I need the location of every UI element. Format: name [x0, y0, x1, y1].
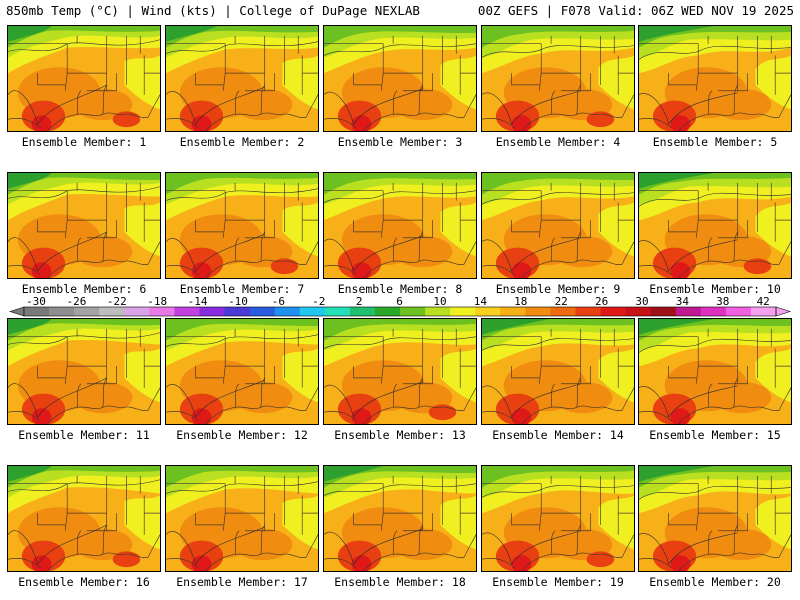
colorbar-swatch: [199, 307, 226, 316]
colorbar-swatch: [374, 307, 401, 316]
ensemble-member-map: [7, 465, 161, 572]
colorbar-swatch: [349, 307, 376, 316]
ensemble-member-map: [165, 465, 319, 572]
ensemble-member-map: [481, 172, 635, 279]
title-right: 00Z GEFS | F078 Valid: 06Z WED NOV 19 20…: [477, 3, 794, 18]
colorbar-swatch: [600, 307, 627, 316]
colorbar-swatch: [625, 307, 652, 316]
ensemble-member-label: Ensemble Member: 12: [176, 428, 308, 442]
colorbar-swatch: [450, 307, 476, 316]
colorbar-tick-label: -22: [107, 295, 127, 308]
colorbar-tick-label: 26: [595, 295, 608, 308]
colorbar-swatch: [24, 307, 50, 316]
colorbar-swatch: [700, 307, 727, 316]
ensemble-member-map: [638, 25, 792, 132]
colorbar-tick-label: 38: [716, 295, 729, 308]
ensemble-member-label: Ensemble Member: 16: [18, 575, 150, 589]
colorbar-tick-label: -2: [312, 295, 325, 308]
colorbar-swatch: [525, 307, 551, 316]
temperature-colorbar: -30 -26 -22 -18 -14 -10 -6 -2 2 6 10 14 18 22 26 30 34 38…: [6, 295, 794, 319]
ensemble-member-label: Ensemble Member: 6: [21, 282, 147, 296]
ensemble-member-label: Ensemble Member: 9: [495, 282, 621, 296]
colorbar-tick-label: 22: [555, 295, 568, 308]
ensemble-member-label: Ensemble Member: 4: [495, 135, 621, 149]
colorbar-tick-label: -30: [26, 295, 46, 308]
colorbar-tick-label: -26: [66, 295, 86, 308]
ensemble-member-map: [165, 25, 319, 132]
colorbar-swatch: [750, 307, 777, 316]
colorbar-tick-label: 30: [635, 295, 648, 308]
colorbar-tick-label: 34: [676, 295, 690, 308]
ensemble-member-label: Ensemble Member: 1: [21, 135, 147, 149]
ensemble-member-map: [638, 172, 792, 279]
ensemble-member-label: Ensemble Member: 3: [337, 135, 463, 149]
colorbar-tick-label: -14: [188, 295, 208, 308]
ensemble-member-label: Ensemble Member: 17: [176, 575, 308, 589]
colorbar-swatch: [425, 307, 451, 316]
ensemble-member-map: [165, 318, 319, 425]
colorbar-tick-label: 10: [433, 295, 446, 308]
colorbar-swatch: [224, 307, 251, 316]
colorbar-tick-label: -10: [228, 295, 248, 308]
ensemble-member-label: Ensemble Member: 19: [492, 575, 624, 589]
ensemble-member-map: [638, 465, 792, 572]
ensemble-member-map: [638, 318, 792, 425]
ensemble-member-map: [7, 318, 161, 425]
colorbar-swatch: [49, 307, 75, 316]
colorbar-tick-label: 18: [514, 295, 527, 308]
ensemble-member-map: [323, 465, 477, 572]
colorbar-left-arrow: [9, 306, 25, 317]
colorbar-tick-label: 14: [474, 295, 488, 308]
colorbar-swatch: [149, 307, 175, 316]
ensemble-member-label: Ensemble Member: 13: [334, 428, 466, 442]
colorbar-swatch: [99, 307, 125, 316]
colorbar-tick-label: 6: [396, 295, 403, 308]
ensemble-member-label: Ensemble Member: 20: [649, 575, 781, 589]
ensemble-member-map: [481, 318, 635, 425]
colorbar-swatch: [650, 307, 677, 316]
colorbar-tick-label: 42: [757, 295, 770, 308]
colorbar-swatch: [500, 307, 526, 316]
colorbar-swatch: [400, 307, 426, 316]
colorbar-swatch: [124, 307, 150, 316]
colorbar-tick-label: -18: [147, 295, 167, 308]
colorbar-swatch: [475, 307, 501, 316]
colorbar-swatch: [324, 307, 351, 316]
colorbar-swatch: [725, 307, 752, 316]
colorbar-swatch: [675, 307, 702, 316]
colorbar-svg: -30 -26 -22 -18 -14 -10 -6 -2 2 6 10 14 18 22 26 30 34 38…: [9, 295, 791, 317]
ensemble-member-label: Ensemble Member: 2: [179, 135, 305, 149]
ensemble-member-map: [323, 318, 477, 425]
ensemble-member-map: [323, 172, 477, 279]
ensemble-member-label: Ensemble Member: 7: [179, 282, 305, 296]
ensemble-member-map: [7, 172, 161, 279]
colorbar-tick-label: 2: [356, 295, 363, 308]
ensemble-member-label: Ensemble Member: 14: [492, 428, 624, 442]
ensemble-member-label: Ensemble Member: 10: [649, 282, 781, 296]
colorbar-tick-label: -6: [272, 295, 285, 308]
ensemble-member-label: Ensemble Member: 11: [18, 428, 150, 442]
colorbar-swatch: [575, 307, 602, 316]
colorbar-swatch: [249, 307, 276, 316]
colorbar-swatch: [174, 307, 200, 316]
colorbar-swatch: [74, 307, 100, 316]
ensemble-member-map: [481, 465, 635, 572]
colorbar-swatch: [274, 307, 301, 316]
ensemble-member-label: Ensemble Member: 8: [337, 282, 463, 296]
ensemble-member-label: Ensemble Member: 5: [652, 135, 778, 149]
title-left: 850mb Temp (°C) | Wind (kts) | College o…: [6, 3, 420, 18]
ensemble-member-map: [323, 25, 477, 132]
ensemble-member-map: [481, 25, 635, 132]
ensemble-member-map: [7, 25, 161, 132]
colorbar-swatch: [299, 307, 326, 316]
ensemble-member-label: Ensemble Member: 18: [334, 575, 466, 589]
ensemble-member-map: [165, 172, 319, 279]
colorbar-swatch: [550, 307, 576, 316]
colorbar-right-arrow: [775, 306, 791, 317]
ensemble-member-label: Ensemble Member: 15: [649, 428, 781, 442]
